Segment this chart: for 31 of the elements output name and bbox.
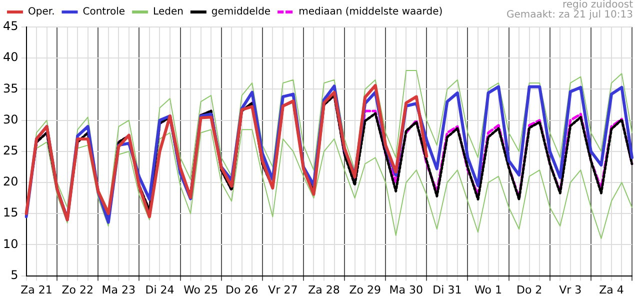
x-tick-label: Vr 27 xyxy=(268,283,298,296)
legend-label: Controle xyxy=(82,6,126,18)
y-tick-label: 15 xyxy=(2,206,18,220)
x-tick-label: Za 28 xyxy=(308,283,340,296)
x-tick-label: Za 21 xyxy=(20,283,52,296)
x-tick-label: Zo 22 xyxy=(62,283,94,296)
y-tick-label: 10 xyxy=(2,236,18,251)
x-tick-label: Ma 30 xyxy=(389,283,423,296)
text: regio zuidoost xyxy=(562,0,634,11)
legend-label: Leden xyxy=(153,6,184,18)
x-tick-label: Do 2 xyxy=(516,283,542,296)
y-tick-label: 25 xyxy=(2,144,18,158)
y-tick-label: 35 xyxy=(2,81,18,96)
x-tick-label: Ma 23 xyxy=(102,283,136,296)
x-tick-label: Wo 25 xyxy=(184,283,218,296)
legend-label: Oper. xyxy=(28,6,55,18)
y-tick-label: 45 xyxy=(2,19,18,34)
x-tick-label: Do 26 xyxy=(226,283,258,296)
x-tick-label: Zo 29 xyxy=(349,283,381,296)
x-tick-label: Di 31 xyxy=(432,283,462,296)
legend-label: gemiddelde xyxy=(211,6,271,18)
x-tick-label: Wo 1 xyxy=(474,283,502,296)
x-tick-label: Di 24 xyxy=(145,283,174,296)
y-tick-label: 5 xyxy=(10,268,18,282)
x-tick-label: Za 4 xyxy=(599,283,624,296)
x-tick-label: Vr 3 xyxy=(559,283,582,296)
text: Gemaakt: za 21 jul 10:13 xyxy=(506,10,633,21)
y-tick-label: 30 xyxy=(2,112,18,126)
y-tick-label: 20 xyxy=(2,174,18,189)
y-tick-label: 40 xyxy=(2,50,18,64)
legend-label: mediaan (middelste waarde) xyxy=(298,6,443,18)
